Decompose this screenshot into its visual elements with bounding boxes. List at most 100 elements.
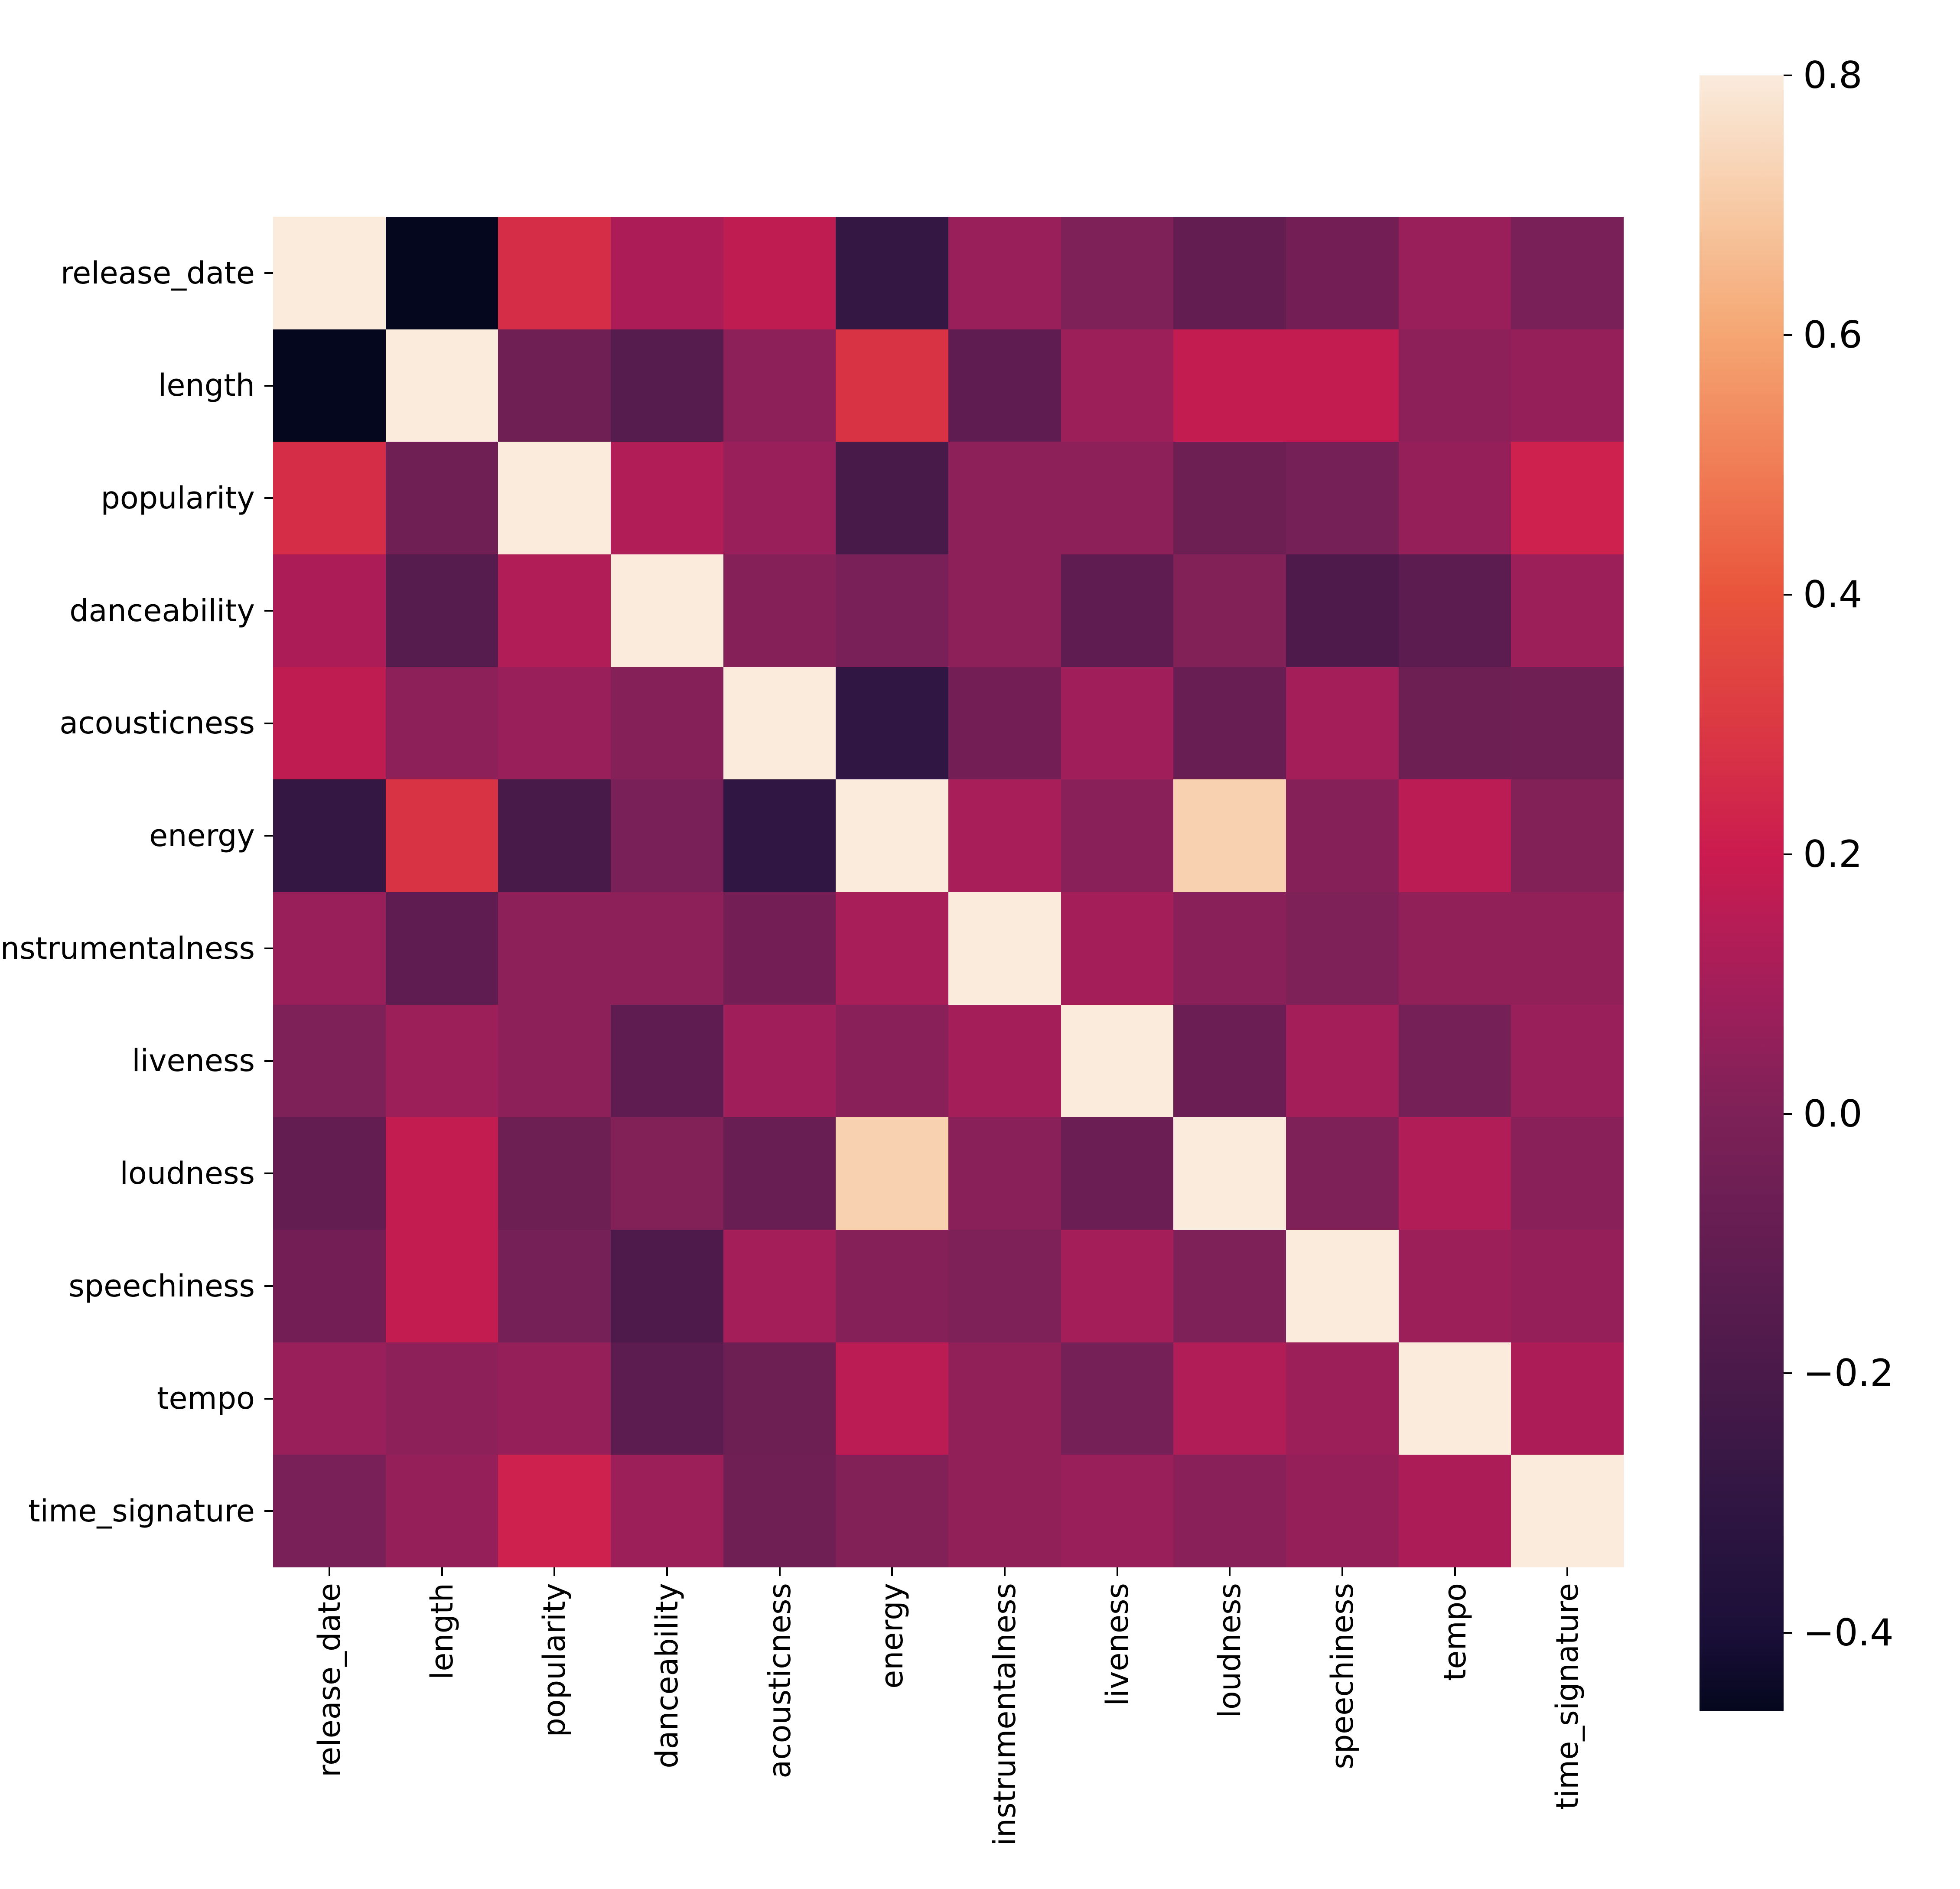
heatmap-cell [1173, 779, 1286, 892]
heatmap-cell [836, 1117, 948, 1230]
x-axis-tick [666, 1567, 668, 1576]
heatmap-cell [1398, 554, 1511, 667]
heatmap-cell [498, 892, 611, 1005]
heatmap-cell [273, 1004, 386, 1117]
heatmap-cell [273, 892, 386, 1005]
heatmap-cell [836, 217, 948, 329]
heatmap-cell [1398, 1342, 1511, 1455]
colorbar-tick-label: 0.8 [1803, 54, 1862, 97]
heatmap-cell [1061, 779, 1174, 892]
colorbar-tick [1784, 853, 1792, 855]
heatmap-cell [273, 442, 386, 554]
heatmap-cell [1173, 667, 1286, 780]
colorbar [1700, 75, 1784, 1711]
heatmap-cell [610, 1455, 723, 1567]
heatmap-cell [723, 1117, 836, 1230]
heatmap-cell [498, 1117, 611, 1230]
y-axis-label-speechiness: speechiness [68, 1268, 255, 1304]
heatmap-cell [948, 892, 1061, 1005]
heatmap-cell [610, 217, 723, 329]
y-axis-label-popularity: popularity [101, 480, 255, 516]
heatmap-cell [1173, 329, 1286, 442]
heatmap-cell [1286, 1004, 1399, 1117]
heatmap-cell [498, 442, 611, 554]
heatmap-cell [1061, 667, 1174, 780]
heatmap-cell [1173, 217, 1286, 329]
heatmap-cell [1511, 442, 1624, 554]
heatmap-cell [1286, 667, 1399, 780]
colorbar-tick [1784, 1372, 1792, 1374]
heatmap-cell [1286, 892, 1399, 1005]
x-axis-label-instrumentalness: instrumentalness [987, 1583, 1022, 1846]
heatmap-cell [610, 1117, 723, 1230]
y-axis-label-energy: energy [149, 818, 255, 854]
heatmap-cell [836, 554, 948, 667]
colorbar-tick-label: 0.6 [1803, 313, 1862, 357]
heatmap-cell [1061, 1229, 1174, 1342]
heatmap-cell [1511, 329, 1624, 442]
heatmap-cell [1061, 554, 1174, 667]
heatmap-cell [1511, 779, 1624, 892]
heatmap-cell [948, 667, 1061, 780]
heatmap-cell [273, 1117, 386, 1230]
heatmap-cell [723, 779, 836, 892]
y-axis-tick [264, 1510, 273, 1512]
heatmap-cell [385, 217, 498, 329]
heatmap-cell [1511, 1004, 1624, 1117]
heatmap-cell [1398, 1117, 1511, 1230]
heatmap-cell [610, 892, 723, 1005]
heatmap-cell [1511, 554, 1624, 667]
colorbar-tick-label: −0.4 [1803, 1611, 1894, 1655]
x-axis-tick [1454, 1567, 1456, 1576]
y-axis-tick [264, 272, 273, 274]
heatmap-cell [1286, 1117, 1399, 1230]
x-axis-tick [1116, 1567, 1118, 1576]
heatmap-cell [385, 667, 498, 780]
heatmap-cell [1398, 667, 1511, 780]
y-axis-label-instrumentalness: instrumentalness [0, 930, 255, 966]
heatmap-cell [273, 1455, 386, 1567]
colorbar-tick-label: 0.4 [1803, 573, 1862, 616]
heatmap-cell [948, 1229, 1061, 1342]
heatmap-cell [1173, 554, 1286, 667]
x-axis-tick [328, 1567, 330, 1576]
colorbar-tick-label: 0.2 [1803, 832, 1862, 876]
heatmap-cell [273, 667, 386, 780]
heatmap-cell [1511, 1455, 1624, 1567]
heatmap-cell [1286, 779, 1399, 892]
heatmap-cell [1173, 1229, 1286, 1342]
y-axis-tick [264, 722, 273, 724]
x-axis-label-length: length [424, 1583, 460, 1680]
heatmap-cell [498, 1455, 611, 1567]
y-axis-tick [264, 1397, 273, 1400]
heatmap-cell [610, 667, 723, 780]
heatmap-cell [1398, 779, 1511, 892]
colorbar-tick [1784, 1113, 1792, 1115]
x-axis-label-acousticness: acousticness [762, 1583, 798, 1778]
y-axis-tick [264, 1172, 273, 1175]
x-axis-label-speechiness: speechiness [1324, 1583, 1360, 1769]
heatmap-cell [385, 1342, 498, 1455]
heatmap-cell [723, 442, 836, 554]
heatmap-cell [385, 442, 498, 554]
y-axis-tick [264, 1060, 273, 1062]
heatmap-cell [498, 329, 611, 442]
x-axis-tick [553, 1567, 556, 1576]
heatmap-cell [1061, 1004, 1174, 1117]
x-axis-tick [441, 1567, 443, 1576]
heatmap-cell [948, 1117, 1061, 1230]
heatmap-cell [948, 329, 1061, 442]
x-axis-label-loudness: loudness [1212, 1583, 1248, 1718]
colorbar-tick-label: −0.2 [1803, 1352, 1894, 1395]
heatmap-cell [1061, 1117, 1174, 1230]
x-axis-label-popularity: popularity [537, 1583, 573, 1737]
y-axis-tick [264, 497, 273, 499]
heatmap-cell [385, 892, 498, 1005]
heatmap-cell [1173, 892, 1286, 1005]
x-axis-label-liveness: liveness [1099, 1583, 1135, 1706]
heatmap-cell [273, 217, 386, 329]
heatmap-cell [1061, 329, 1174, 442]
heatmap-cell [610, 1342, 723, 1455]
x-axis-tick [1566, 1567, 1569, 1576]
x-axis-label-time_signature: time_signature [1550, 1583, 1586, 1810]
